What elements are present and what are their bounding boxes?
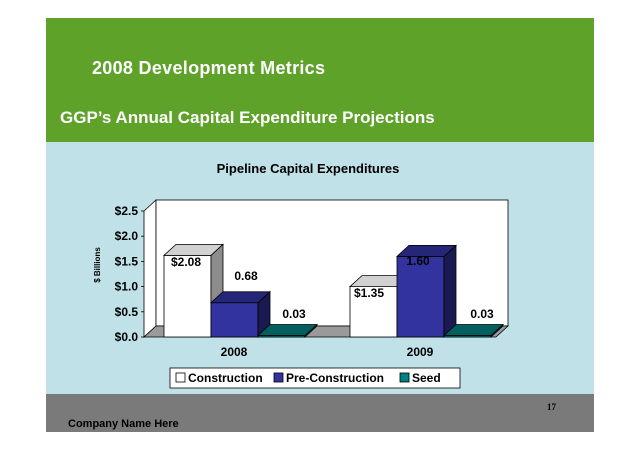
legend-entry: Construction (188, 371, 263, 385)
x-tick-label: 2008 (221, 345, 248, 359)
data-label: 1.60 (406, 254, 430, 268)
y-tick-label: $2.5 (115, 204, 139, 218)
data-label: 0.68 (234, 269, 258, 283)
slide: 2008 Development Metrics GGP’s Annual Ca… (46, 18, 594, 432)
chart-area: Pipeline Capital Expenditures $0.0 $0.5 $1.… (46, 142, 594, 394)
legend-entry: Pre-Construction (286, 371, 384, 385)
y-tick-label: $0.0 (115, 330, 139, 344)
legend-swatch-2 (399, 372, 410, 383)
bar-chart: Pipeline Capital Expenditures $0.0 $0.5 $1.… (93, 161, 510, 389)
bar-pre-construction-2009 (396, 255, 445, 338)
y-tick-label: $1.5 (115, 254, 139, 268)
y-tick-label: $0.5 (115, 305, 139, 319)
footer-band: Company Name Here 17 (46, 394, 594, 432)
chart-side-wall (143, 199, 157, 338)
y-tick-label: $2.0 (115, 229, 139, 243)
bar-top-1-0 (209, 291, 272, 304)
bar-top-1-1 (395, 244, 458, 257)
page-number: 17 (547, 402, 556, 412)
y-axis-label: $ Billions (93, 247, 102, 283)
data-label: 0.03 (282, 307, 306, 321)
bar-top-2-0 (256, 324, 319, 336)
bar-top-0-0 (162, 243, 225, 256)
company-name: Company Name Here (68, 418, 179, 430)
bar-top-2-1 (442, 324, 505, 336)
chart-title: Pipeline Capital Expenditures (217, 161, 400, 176)
x-tick-label: 2009 (407, 345, 434, 359)
data-label: $1.35 (354, 286, 384, 300)
header-band: 2008 Development Metrics GGP’s Annual Ca… (46, 18, 594, 142)
legend-swatch-1 (273, 372, 284, 383)
bar-construction-2008 (163, 254, 212, 338)
data-label: 0.03 (470, 307, 494, 321)
legend-swatch-0 (175, 372, 186, 383)
bar-side-1-1 (443, 244, 457, 338)
slide-subtitle: GGP’s Annual Capital Expenditure Project… (60, 108, 435, 127)
legend-box (169, 367, 461, 389)
bar-pre-construction-2008 (210, 302, 259, 338)
y-tick-label: $1.0 (115, 280, 139, 294)
slide-title: 2008 Development Metrics (92, 58, 326, 78)
legend-entry: Seed (412, 371, 441, 385)
data-label: $2.08 (171, 255, 201, 269)
